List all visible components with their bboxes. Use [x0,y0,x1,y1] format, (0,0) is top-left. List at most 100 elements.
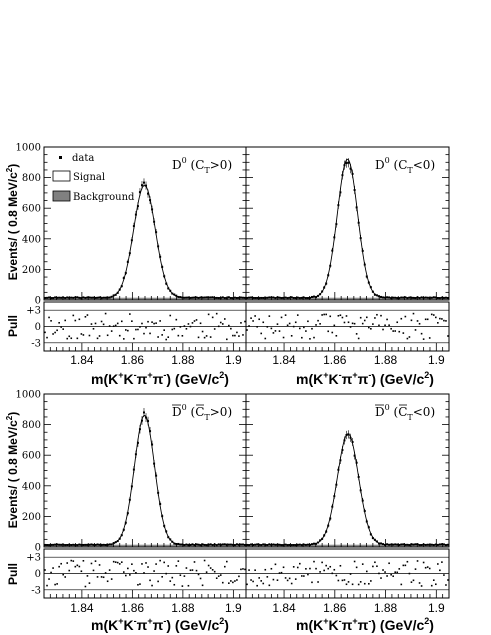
pull-point [244,568,246,571]
pull-point [270,327,273,330]
pull-point [185,327,188,330]
data-point [90,296,93,299]
data-point [341,449,344,452]
pull-point [234,580,236,582]
pull-point [131,320,133,322]
data-point [235,296,238,299]
pull-point [359,316,362,319]
pull-point [439,569,441,572]
data-point [321,537,324,540]
pull-point [408,336,411,338]
data-point [341,174,344,177]
data-point [444,544,447,547]
pull-point [361,563,364,565]
data-point [317,541,320,544]
pull-point [248,325,250,327]
pull-point [365,570,368,573]
data-point [408,296,411,299]
data-point [223,297,226,300]
data-point [128,498,131,501]
pull-point [426,318,429,321]
pull-point [213,570,216,573]
data-point [169,289,172,292]
pull-point [193,320,196,322]
data-point [335,223,338,226]
data-point [177,542,180,545]
pull-point [90,323,93,325]
data-point [310,543,313,546]
pull-point [106,334,109,337]
data-point [436,296,439,299]
data-point [333,236,336,239]
data-point [331,505,334,508]
pull-point [197,573,200,576]
data-point [134,213,137,216]
data-point [254,543,257,546]
data-point [296,543,299,546]
pull-point [179,326,182,328]
data-point [136,441,139,444]
pull-point [315,324,317,326]
data-point [248,296,251,299]
data-point [414,543,417,546]
pull-point [169,580,172,582]
pull-point [141,563,143,565]
data-point [122,528,125,531]
pull-point [78,318,81,321]
data-point [426,296,429,299]
data-point [298,543,301,546]
pull-point [378,324,380,327]
data-point [266,296,269,299]
x-tick-label: 1.86 [121,601,145,615]
data-point [404,543,407,546]
pull-point [52,333,54,335]
pull-point [376,313,378,316]
pull-point [305,568,307,570]
data-point [116,291,119,294]
data-point [46,296,49,299]
data-point [229,297,232,300]
data-point [199,296,202,299]
y-tick-label: 0 [35,296,41,307]
data-point [147,192,150,195]
data-point [241,543,244,546]
pull-point [437,322,439,324]
data-point [183,296,186,299]
x-tick-label: 1.86 [323,353,347,367]
pull-point [248,569,250,571]
pull-point [424,566,427,569]
pull-point [254,315,256,317]
data-point [195,543,198,546]
pull-point [70,337,73,340]
pull-point [272,578,275,581]
data-point [268,543,271,546]
data-point [434,296,437,299]
data-point [284,543,287,546]
data-point [134,453,137,456]
pull-point [78,565,81,568]
pull-point [345,583,348,586]
pull-point [230,327,232,330]
data-point [367,281,370,284]
data-point [60,543,63,546]
pull-point [207,313,210,316]
pull-point [284,314,287,316]
pull-point [133,337,135,340]
pull-point [370,327,372,330]
data-point [398,543,401,546]
data-point [296,296,299,299]
pull-point [118,334,121,337]
legend-data-label: data [72,153,94,164]
data-point [98,543,101,546]
data-point [246,543,249,546]
pull-point [76,337,79,340]
pull-point [242,568,244,570]
pull-point [193,561,196,563]
data-point [50,543,53,546]
legend-data-marker [59,156,62,159]
pull-point [232,334,234,337]
y-tick-label: 200 [22,512,41,523]
pull-point [173,583,176,586]
pull-point [129,574,131,576]
pull-point [110,330,113,332]
